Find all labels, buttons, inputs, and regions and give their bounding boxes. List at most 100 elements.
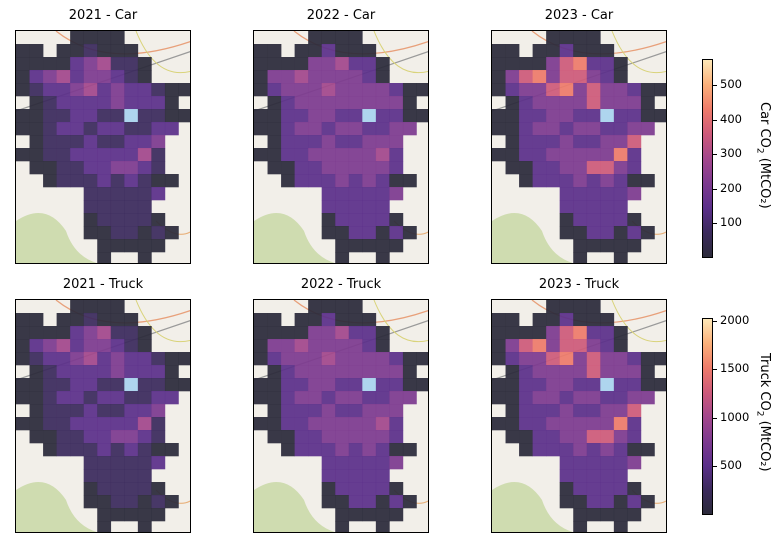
heatmap-cell xyxy=(321,226,336,240)
heatmap-cell xyxy=(613,135,628,149)
heatmap-cell xyxy=(613,417,628,431)
heatmap-cell xyxy=(97,148,112,162)
valley-area xyxy=(16,213,98,263)
heatmap-cell xyxy=(546,430,560,444)
heatmap-cell xyxy=(294,326,309,340)
heatmap-cell xyxy=(56,109,71,123)
heatmap-cell xyxy=(389,404,404,418)
heatmap-cell xyxy=(519,339,533,353)
heatmap-cell xyxy=(573,495,588,509)
heatmap-cell xyxy=(559,83,574,97)
heatmap-cell xyxy=(70,391,84,405)
heatmap-cell xyxy=(586,44,601,58)
heatmap-cell xyxy=(389,174,404,188)
heatmap-cell xyxy=(348,508,363,522)
heatmap-cell xyxy=(416,83,428,97)
heatmap-cell xyxy=(267,378,282,392)
heatmap-cell xyxy=(254,122,268,136)
heatmap-cell xyxy=(559,391,574,405)
heatmap-cell xyxy=(416,378,428,392)
heatmap-cell xyxy=(151,417,166,431)
heatmap-cell xyxy=(124,404,139,418)
heatmap-cell xyxy=(389,135,404,149)
heatmap-cell xyxy=(573,365,588,379)
heatmap-cell xyxy=(151,378,166,392)
heatmap-cell xyxy=(402,365,417,379)
heatmap-cell xyxy=(110,391,125,405)
heatmap-cell xyxy=(546,300,560,314)
heatmap-cell xyxy=(600,326,615,340)
panel-title: 2021 - Car xyxy=(68,8,138,23)
heatmap-cell xyxy=(164,365,179,379)
heatmap-cell xyxy=(281,70,295,84)
heatmap-cell xyxy=(546,391,560,405)
heatmap-cell xyxy=(83,352,98,366)
heatmap-cell xyxy=(640,378,655,392)
heatmap-cell xyxy=(586,495,601,509)
heatmap-cell xyxy=(613,96,628,110)
heatmap-cell xyxy=(281,404,295,418)
colorbar-tick-mark xyxy=(713,84,717,86)
heatmap-cell xyxy=(362,109,377,123)
heatmap-cell xyxy=(546,70,560,84)
heatmap-cell xyxy=(627,365,642,379)
heatmap-cell xyxy=(559,404,574,418)
heatmap-cell xyxy=(281,417,295,431)
heatmap-cell xyxy=(294,96,309,110)
heatmap-cell xyxy=(308,122,322,136)
heatmap-cell xyxy=(613,456,628,470)
heatmap-cell xyxy=(321,83,336,97)
heatmap-cell xyxy=(559,417,574,431)
heatmap-cell xyxy=(281,57,295,71)
heatmap-cell xyxy=(375,378,390,392)
heatmap-cell xyxy=(124,456,139,470)
heatmap-cell xyxy=(613,200,628,214)
heatmap-cell xyxy=(308,109,322,123)
heatmap-cell xyxy=(505,391,520,405)
heatmap-cell xyxy=(321,404,336,418)
heatmap-cell xyxy=(97,300,112,314)
heatmap-cell xyxy=(613,226,628,240)
heatmap-cell xyxy=(56,70,71,84)
heatmap-cell xyxy=(348,391,363,405)
road-line xyxy=(373,31,428,74)
heatmap-cell xyxy=(267,339,282,353)
heatmap-cell xyxy=(56,365,71,379)
heatmap-cell xyxy=(164,391,179,405)
heatmap-cell xyxy=(308,83,322,97)
heatmap-cell xyxy=(164,378,179,392)
road-line xyxy=(135,31,190,74)
heatmap-cell xyxy=(321,430,336,444)
heatmap-cell xyxy=(532,148,547,162)
heatmap-cell xyxy=(600,96,615,110)
heatmap-cell xyxy=(267,148,282,162)
heatmap-cell xyxy=(124,443,139,457)
heatmap-cell xyxy=(267,122,282,136)
heatmap-cell xyxy=(627,430,642,444)
heatmap-cell xyxy=(627,83,642,97)
heatmap-cell xyxy=(43,161,57,175)
heatmap-cell xyxy=(586,469,601,483)
heatmap-cell xyxy=(362,365,377,379)
heatmap-cell xyxy=(335,339,350,353)
heatmap-cell xyxy=(335,122,350,136)
heatmap-cell xyxy=(43,391,57,405)
heatmap-cell xyxy=(137,469,152,483)
heatmap-cell xyxy=(254,352,268,366)
heatmap-cell xyxy=(492,70,506,84)
heatmap-cell xyxy=(348,495,363,509)
heatmap-cell xyxy=(124,365,139,379)
heatmap-cell xyxy=(586,31,601,45)
heatmap-cell xyxy=(151,187,166,201)
heatmap-cell xyxy=(586,443,601,457)
heatmap-cell xyxy=(56,352,71,366)
heatmap-cell xyxy=(308,96,322,110)
heatmap-cell xyxy=(56,122,71,136)
heatmap-cell xyxy=(29,148,44,162)
heatmap-cell xyxy=(164,96,179,110)
heatmap-cell xyxy=(97,187,112,201)
heatmap-cell xyxy=(308,31,322,45)
heatmap-cell xyxy=(56,404,71,418)
heatmap-cell xyxy=(613,161,628,175)
heatmap-cell xyxy=(402,391,417,405)
